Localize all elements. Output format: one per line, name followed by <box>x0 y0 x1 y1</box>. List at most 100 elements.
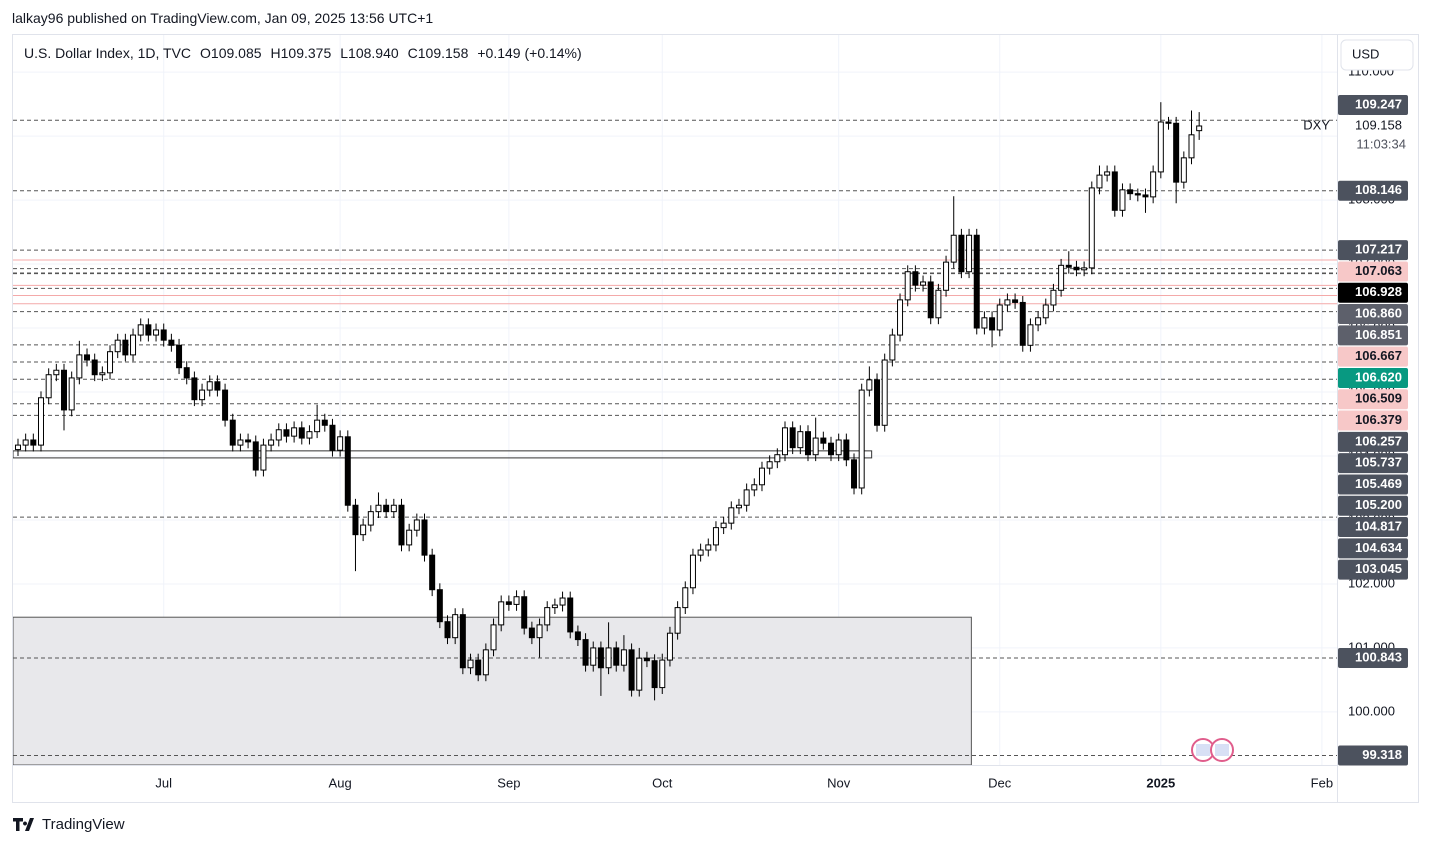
candle-body <box>452 614 459 639</box>
candle-body <box>352 504 359 536</box>
candle-body <box>551 604 558 609</box>
candle-body <box>528 627 535 639</box>
candle-body <box>1019 301 1026 346</box>
x-tick-label: 2025 <box>1146 775 1175 790</box>
candle-body <box>1104 171 1111 176</box>
candle-body <box>1035 317 1042 326</box>
candle-body <box>797 431 804 449</box>
candle-body <box>160 329 167 341</box>
candle-body <box>735 504 742 509</box>
footer-brand: TradingView <box>42 816 125 833</box>
level-label: 103.045 <box>1355 561 1402 576</box>
candle-body <box>413 519 420 531</box>
level-label-box <box>1338 346 1408 367</box>
candle-body <box>429 554 436 591</box>
candle-body <box>383 504 390 513</box>
candle-body <box>1150 171 1157 198</box>
candle-body <box>306 431 313 439</box>
candle-body <box>191 377 198 401</box>
grid <box>13 35 1337 765</box>
candle-body <box>268 439 275 446</box>
candle-body <box>789 427 796 449</box>
level-label-box <box>1338 94 1408 115</box>
x-tick-label: Sep <box>497 775 520 790</box>
candle-body <box>114 339 121 353</box>
candle-body <box>651 660 658 689</box>
candle-body <box>996 304 1003 331</box>
candle-body <box>950 234 957 263</box>
candle-body <box>76 354 83 379</box>
level-label: 109.247 <box>1355 96 1402 111</box>
candle-body <box>53 369 60 376</box>
level-label: 106.379 <box>1355 412 1402 427</box>
level-label-box <box>1338 240 1408 261</box>
candle-body <box>981 317 988 329</box>
candle-body <box>199 389 206 401</box>
candle-body <box>30 439 37 446</box>
level-label-box <box>1338 474 1408 495</box>
candle-body <box>689 554 696 589</box>
candle-body <box>781 427 788 456</box>
candle-body <box>1180 157 1187 183</box>
candle-body <box>84 354 91 361</box>
level-label: 106.257 <box>1355 433 1402 448</box>
candle-body <box>935 289 942 319</box>
candle-body <box>360 524 367 536</box>
level-label-box <box>1338 559 1408 580</box>
candle-body <box>1157 121 1164 173</box>
event-icons <box>1191 738 1234 762</box>
candle-body <box>99 372 106 376</box>
level-label-box <box>1338 538 1408 559</box>
byline: lalkay96 published on TradingView.com, J… <box>12 10 434 26</box>
candle-body <box>659 659 666 689</box>
candle-body <box>820 437 827 444</box>
candle-body <box>620 649 627 666</box>
level-label: 108.146 <box>1355 182 1402 197</box>
x-tick-label: Feb <box>1311 775 1333 790</box>
candle-body <box>490 624 497 651</box>
candle-body <box>22 439 29 446</box>
candle-body <box>835 439 842 456</box>
currency[interactable]: USD <box>1352 46 1379 61</box>
candle-body <box>375 504 382 513</box>
candle-body <box>444 621 451 639</box>
ohlc-value: O109.085 <box>200 45 262 61</box>
chart-frame <box>12 34 1419 803</box>
candle-body <box>613 647 620 666</box>
countdown: 11:03:34 <box>1356 136 1406 151</box>
candle-body <box>1127 189 1134 195</box>
candle-body <box>973 234 980 329</box>
y-tick-label: 100.000 <box>1348 703 1395 718</box>
candle-body <box>505 601 512 605</box>
candle-body <box>927 281 934 319</box>
zone <box>13 450 873 459</box>
candle-body <box>137 324 144 336</box>
candle-body <box>697 549 704 556</box>
level-label: 106.620 <box>1355 369 1402 384</box>
candle-body <box>482 649 489 676</box>
candle-body <box>45 374 52 399</box>
level-label-box <box>1338 517 1408 538</box>
candle-body <box>1188 134 1195 159</box>
x-tick-label: Oct <box>652 775 673 790</box>
candle-body <box>498 601 505 626</box>
plot-area <box>13 102 1337 765</box>
price-labels: DXY 109.158 11:03:34 109.247 108.146 107.217 1… <box>1303 94 1408 766</box>
candle-body <box>475 659 482 676</box>
candle-body <box>122 339 129 356</box>
candle-body <box>574 631 581 641</box>
candle-body <box>1050 289 1057 306</box>
level-label: 106.509 <box>1355 391 1402 406</box>
candle-body <box>1119 189 1126 211</box>
currency-box[interactable] <box>1340 39 1414 71</box>
candle-body <box>283 429 290 437</box>
candle-body <box>1065 264 1072 268</box>
level-label-box <box>1338 180 1408 201</box>
candle-body <box>843 439 850 461</box>
candle-body <box>866 379 873 391</box>
candle-body <box>337 436 344 451</box>
candle-body <box>406 529 413 546</box>
last-price-box <box>1338 115 1408 154</box>
level-label: 104.817 <box>1355 518 1402 533</box>
